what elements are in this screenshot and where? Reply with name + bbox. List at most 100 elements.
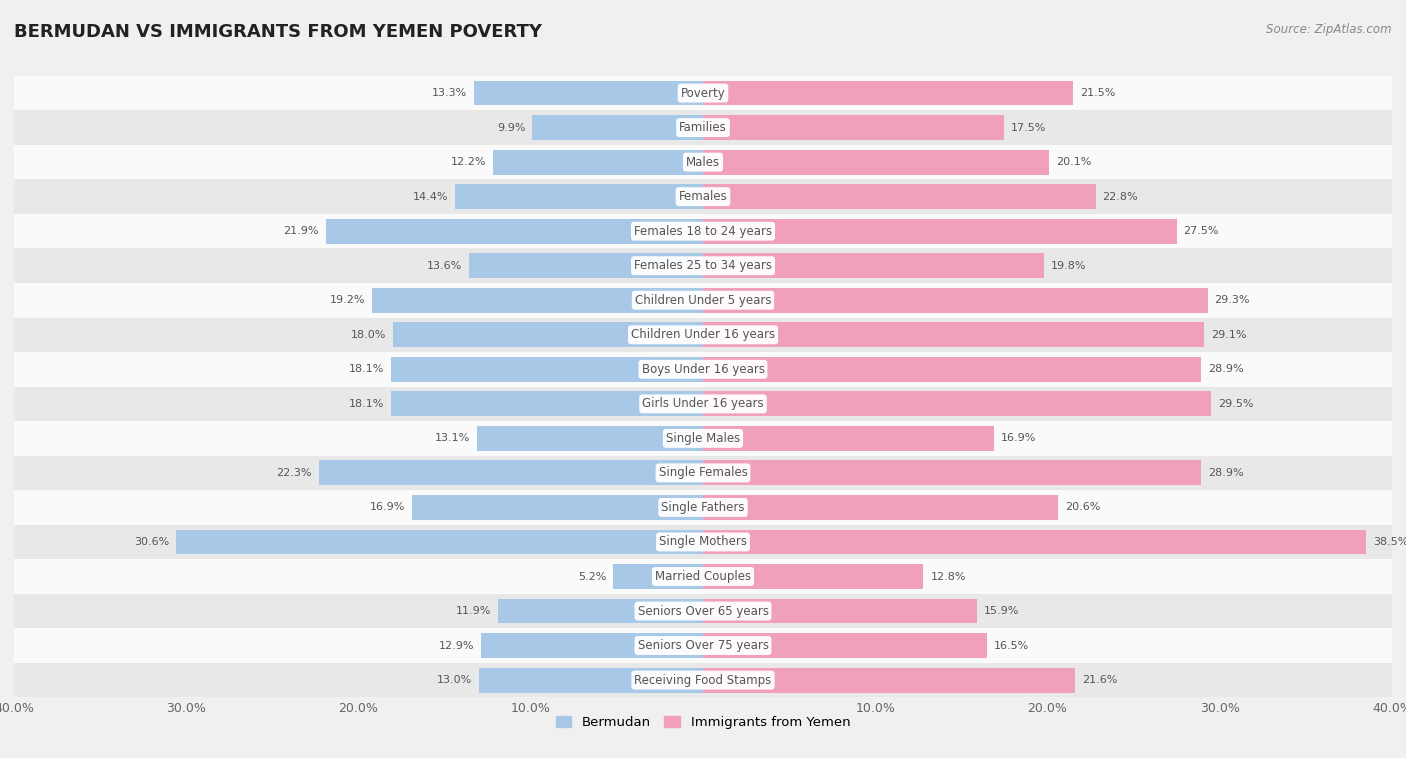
Bar (412, 495, 703, 520)
Bar (14, 283, 1392, 318)
Text: 20.1%: 20.1% (1056, 157, 1091, 167)
Bar (14, 249, 1392, 283)
Text: 16.9%: 16.9% (1001, 434, 1036, 443)
Bar (703, 322, 1204, 347)
Bar (479, 668, 703, 693)
Text: Single Fathers: Single Fathers (661, 501, 745, 514)
Text: 11.9%: 11.9% (456, 606, 491, 616)
Bar (326, 219, 703, 243)
Text: 13.1%: 13.1% (436, 434, 471, 443)
Text: 19.8%: 19.8% (1050, 261, 1087, 271)
Bar (14, 594, 1392, 628)
Bar (14, 421, 1392, 456)
Text: 13.3%: 13.3% (432, 88, 467, 98)
Text: Females 18 to 24 years: Females 18 to 24 years (634, 224, 772, 238)
Text: Males: Males (686, 155, 720, 168)
Text: 16.9%: 16.9% (370, 503, 405, 512)
Bar (481, 633, 703, 658)
Text: Seniors Over 65 years: Seniors Over 65 years (637, 605, 769, 618)
Text: 22.3%: 22.3% (277, 468, 312, 478)
Bar (392, 322, 703, 347)
Bar (14, 662, 1392, 697)
Text: 21.6%: 21.6% (1083, 675, 1118, 685)
Text: 29.5%: 29.5% (1218, 399, 1254, 409)
Bar (14, 111, 1392, 145)
Text: Source: ZipAtlas.com: Source: ZipAtlas.com (1267, 23, 1392, 36)
Bar (14, 76, 1392, 111)
Bar (14, 352, 1392, 387)
Text: Single Males: Single Males (666, 432, 740, 445)
Text: 19.2%: 19.2% (330, 296, 366, 305)
Bar (703, 115, 1004, 140)
Text: Receiving Food Stamps: Receiving Food Stamps (634, 674, 772, 687)
Bar (703, 391, 1211, 416)
Bar (468, 253, 703, 278)
Bar (703, 495, 1057, 520)
Bar (14, 318, 1392, 352)
Text: Females 25 to 34 years: Females 25 to 34 years (634, 259, 772, 272)
Text: 21.5%: 21.5% (1080, 88, 1115, 98)
Text: Girls Under 16 years: Girls Under 16 years (643, 397, 763, 410)
Bar (474, 80, 703, 105)
Text: 9.9%: 9.9% (498, 123, 526, 133)
Text: 29.3%: 29.3% (1215, 296, 1250, 305)
Bar (14, 525, 1392, 559)
Text: 29.1%: 29.1% (1211, 330, 1247, 340)
Text: Children Under 16 years: Children Under 16 years (631, 328, 775, 341)
Text: 12.9%: 12.9% (439, 641, 474, 650)
Text: 30.6%: 30.6% (134, 537, 169, 547)
Text: 18.1%: 18.1% (349, 365, 384, 374)
Bar (14, 559, 1392, 594)
Text: 13.0%: 13.0% (437, 675, 472, 685)
Text: Single Females: Single Females (658, 466, 748, 479)
Bar (478, 426, 703, 451)
Bar (14, 180, 1392, 214)
Bar (703, 80, 1073, 105)
Bar (533, 115, 703, 140)
Text: 12.8%: 12.8% (931, 572, 966, 581)
Bar (703, 426, 994, 451)
Bar (703, 149, 1049, 174)
Bar (456, 184, 703, 209)
Bar (494, 149, 703, 174)
Bar (703, 530, 1367, 554)
Text: 13.6%: 13.6% (426, 261, 461, 271)
Bar (703, 460, 1201, 485)
Text: Females: Females (679, 190, 727, 203)
Bar (14, 628, 1392, 662)
Text: 22.8%: 22.8% (1102, 192, 1139, 202)
Text: Seniors Over 75 years: Seniors Over 75 years (637, 639, 769, 652)
Text: 12.2%: 12.2% (450, 157, 486, 167)
Bar (703, 184, 1095, 209)
Bar (498, 599, 703, 624)
Text: 18.1%: 18.1% (349, 399, 384, 409)
Text: Married Couples: Married Couples (655, 570, 751, 583)
Bar (703, 357, 1201, 382)
Bar (14, 145, 1392, 180)
Text: 28.9%: 28.9% (1208, 365, 1243, 374)
Text: 20.6%: 20.6% (1064, 503, 1099, 512)
Text: 5.2%: 5.2% (578, 572, 606, 581)
Text: BERMUDAN VS IMMIGRANTS FROM YEMEN POVERTY: BERMUDAN VS IMMIGRANTS FROM YEMEN POVERT… (14, 23, 543, 41)
Bar (703, 599, 977, 624)
Bar (703, 219, 1177, 243)
Bar (703, 288, 1208, 313)
Bar (391, 357, 703, 382)
Bar (14, 214, 1392, 249)
Bar (703, 668, 1076, 693)
Text: 28.9%: 28.9% (1208, 468, 1243, 478)
Text: 21.9%: 21.9% (284, 226, 319, 236)
Text: Boys Under 16 years: Boys Under 16 years (641, 363, 765, 376)
Text: 14.4%: 14.4% (412, 192, 449, 202)
Text: Families: Families (679, 121, 727, 134)
Bar (176, 530, 703, 554)
Text: 38.5%: 38.5% (1374, 537, 1406, 547)
Bar (703, 633, 987, 658)
Legend: Bermudan, Immigrants from Yemen: Bermudan, Immigrants from Yemen (550, 710, 856, 735)
Bar (14, 456, 1392, 490)
Bar (703, 564, 924, 589)
Text: 18.0%: 18.0% (350, 330, 387, 340)
Bar (373, 288, 703, 313)
Bar (703, 253, 1045, 278)
Text: Poverty: Poverty (681, 86, 725, 99)
